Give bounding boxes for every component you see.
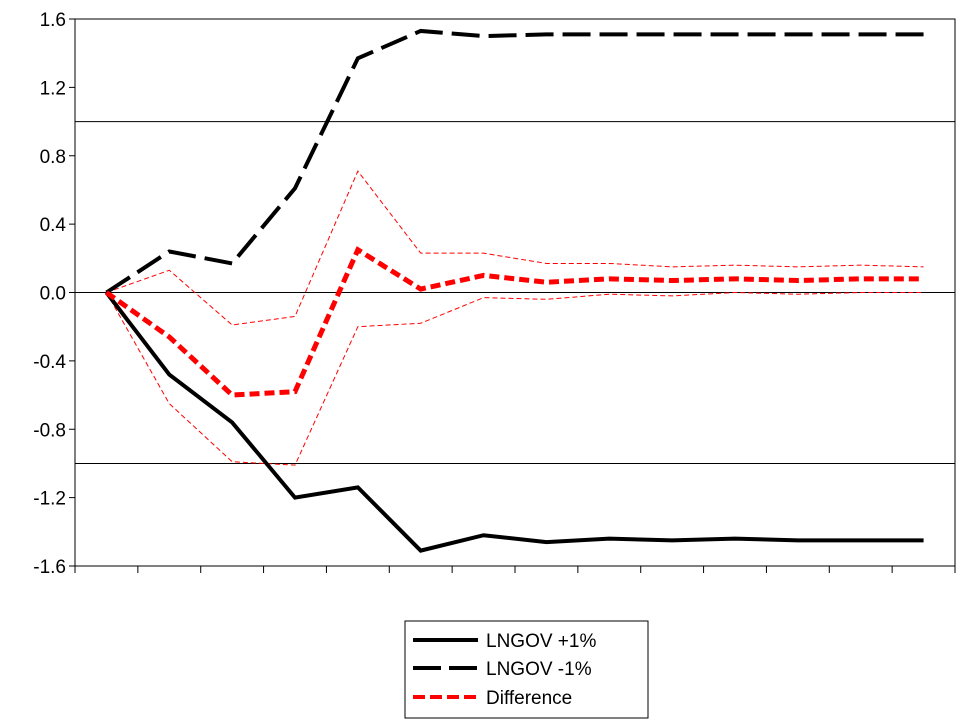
series-line-difference	[104, 246, 924, 398]
series-line-lngov-plus	[104, 291, 924, 553]
confidence-bands	[105, 170, 924, 466]
y-tick-label: 0.8	[40, 147, 66, 168]
y-tick-label: -1.6	[33, 557, 66, 578]
legend-box	[404, 620, 649, 719]
y-tick-label: -1.2	[33, 489, 66, 510]
legend: LNGOV +1% LNGOV -1% Difference	[404, 620, 649, 719]
y-tick-label: 1.2	[40, 78, 66, 99]
series-line-lngov-minus	[105, 28, 924, 295]
reference-lines	[75, 121, 955, 464]
confidence-band-lower	[105, 291, 924, 466]
y-tick-label: -0.4	[33, 352, 66, 373]
y-tick-label: 0.0	[40, 284, 66, 305]
legend-label-difference: Difference	[486, 688, 572, 709]
y-tick-label: -0.8	[33, 420, 66, 441]
legend-label-lngov-plus: LNGOV +1%	[486, 631, 596, 652]
y-tick-label: 1.6	[40, 10, 66, 31]
series-lines	[104, 28, 924, 553]
confidence-band-upper	[106, 170, 924, 326]
x-axis	[74, 566, 956, 573]
y-tick-label: 0.4	[40, 215, 67, 236]
legend-label-lngov-minus: LNGOV -1%	[486, 659, 592, 680]
y-axis: 1.6 1.2 0.8 0.4 0.0 -0.4 -0.8 -1.2 -1.6	[33, 10, 75, 578]
